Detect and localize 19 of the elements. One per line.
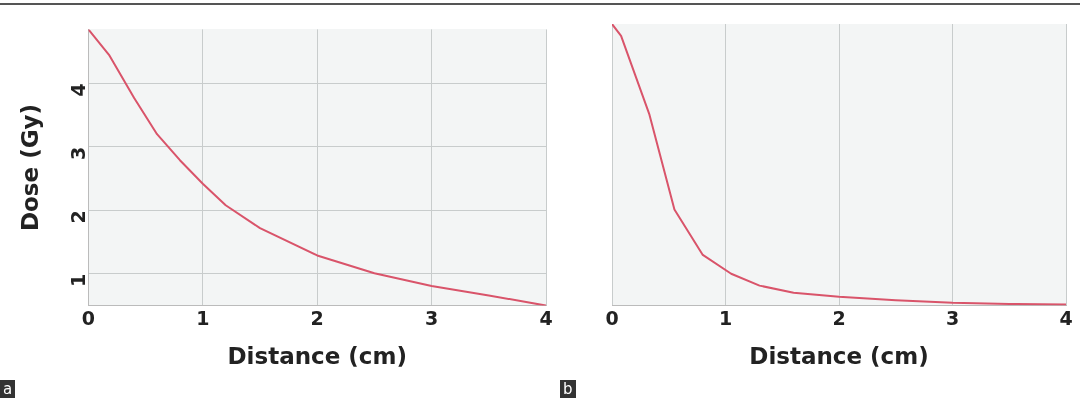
x-tick-label: 1 (196, 306, 210, 329)
x-tick-label: 3 (424, 306, 439, 329)
y-axis-title: Dose (Gy) (16, 103, 43, 232)
x-tick-label: 0 (605, 306, 619, 329)
y-tick-label: 4 (67, 83, 90, 97)
x-axis-title: Distance (cm) (749, 343, 929, 370)
x-tick-label: 2 (310, 306, 324, 329)
y-tick-label: 2 (67, 210, 90, 224)
text: a (0, 380, 16, 398)
y-tick-label: 3 (67, 146, 90, 161)
x-tick-label: 4 (539, 306, 553, 329)
y-tick-label: 1 (67, 273, 90, 288)
x-axis-title: Distance (cm) (227, 343, 407, 370)
x-tick-label: 0 (81, 306, 96, 329)
x-tick-label: 1 (718, 306, 733, 329)
text: b (560, 380, 576, 398)
x-tick-label: 4 (1059, 306, 1073, 329)
x-tick-label: 3 (945, 306, 960, 329)
x-tick-label: 2 (832, 306, 846, 329)
